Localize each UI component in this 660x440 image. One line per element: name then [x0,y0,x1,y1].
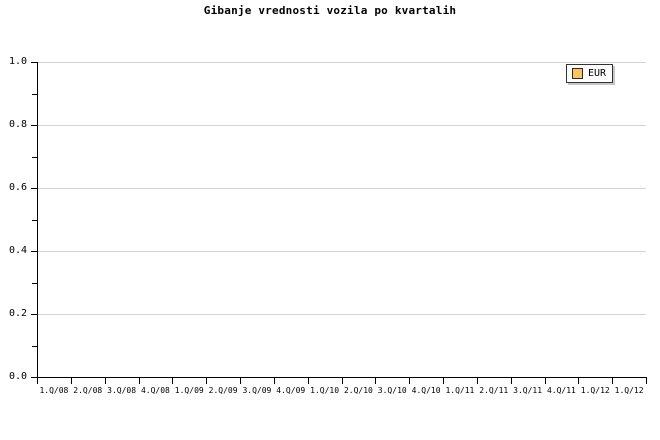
y-tick-major [31,377,37,378]
x-axis-label: 3.Q/08 [107,386,137,395]
x-tick [172,378,173,384]
x-axis-label: 4.Q/08 [140,386,170,395]
x-tick [240,378,241,384]
x-tick [139,378,140,384]
chart-title: Gibanje vrednosti vozila po kvartalih [203,4,457,17]
y-axis-label: 0.0 [8,371,27,382]
y-tick-major [31,251,37,252]
x-tick [511,378,512,384]
legend-label-eur: EUR [588,68,607,79]
plot-area [37,62,646,377]
x-tick [646,378,647,384]
x-axis-label: 1.Q/09 [174,386,204,395]
x-axis-label: 4.Q/11 [546,386,576,395]
x-tick [37,378,38,384]
x-tick [342,378,343,384]
x-axis-label: 2.Q/10 [343,386,373,395]
x-tick [578,378,579,384]
x-tick [477,378,478,384]
gridline-major [38,188,646,189]
x-tick [206,378,207,384]
x-axis-label: 1.Q/08 [39,386,69,395]
y-axis-label: 0.2 [8,308,27,319]
x-tick [612,378,613,384]
y-axis-label: 0.8 [8,119,27,130]
x-axis-label: 1.Q/12 [614,386,644,395]
x-axis-label: 3.Q/09 [242,386,272,395]
x-tick [409,378,410,384]
gridline-major [38,251,646,252]
x-axis-line [37,377,647,378]
x-axis-label: 1.Q/10 [310,386,340,395]
y-tick-minor [32,220,37,221]
x-tick [274,378,275,384]
y-tick-minor [32,94,37,95]
x-axis-label: 4.Q/10 [411,386,441,395]
x-axis-label: 1.Q/11 [445,386,475,395]
x-axis-label: 2.Q/09 [208,386,238,395]
gridline-major [38,125,646,126]
x-tick [545,378,546,384]
y-axis-label: 0.6 [8,182,27,193]
x-axis-label: 3.Q/11 [513,386,543,395]
chart-legend[interactable]: EUR [566,64,614,83]
x-tick [308,378,309,384]
x-tick [443,378,444,384]
x-tick [105,378,106,384]
x-axis-label: 2.Q/08 [73,386,103,395]
y-tick-minor [32,157,37,158]
x-axis-label: 2.Q/11 [479,386,509,395]
y-tick-major [31,188,37,189]
gridline-major [38,314,646,315]
y-tick-minor [32,283,37,284]
y-axis-label: 0.4 [8,245,27,256]
y-axis-label: 1.0 [8,56,27,67]
x-tick [375,378,376,384]
y-tick-major [31,62,37,63]
x-tick [71,378,72,384]
legend-swatch-eur [572,68,583,79]
y-tick-minor [32,346,37,347]
y-axis-line [37,62,38,378]
y-tick-major [31,125,37,126]
gridline-major [38,62,646,63]
y-tick-major [31,314,37,315]
x-axis-label: 4.Q/09 [276,386,306,395]
x-axis-label: 1.Q/12 [580,386,610,395]
x-axis-label: 3.Q/10 [377,386,407,395]
